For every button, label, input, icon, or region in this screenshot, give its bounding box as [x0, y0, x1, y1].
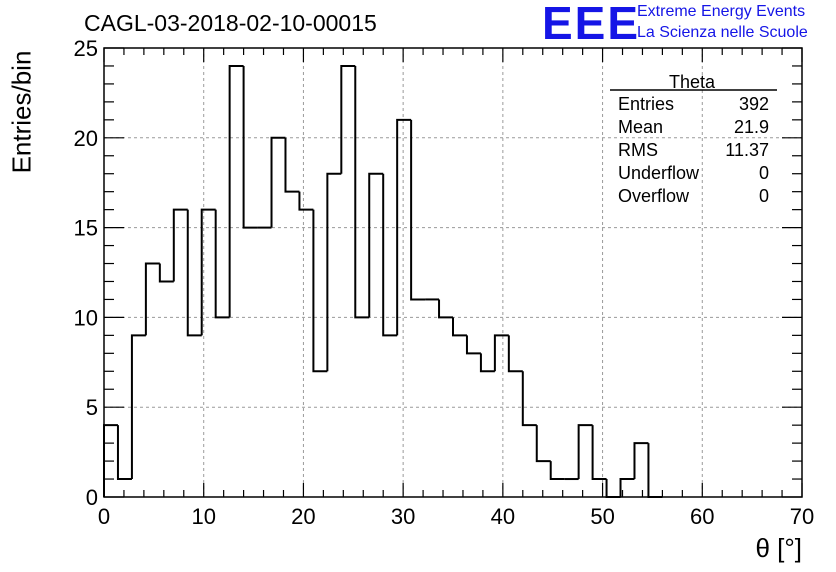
histogram-bin [242, 65, 258, 229]
histogram-bin [130, 334, 146, 480]
histogram-bin [172, 208, 188, 282]
stats-row-label: Mean [618, 117, 663, 137]
x-tick-label: 10 [191, 504, 215, 529]
x-tick-label: 30 [391, 504, 415, 529]
stats-row-label: Underflow [618, 163, 700, 183]
y-tick-label: 20 [74, 126, 98, 151]
histogram-bin [479, 353, 495, 373]
histogram-bin [493, 334, 509, 372]
histogram-bin [200, 208, 216, 336]
plot-frame [103, 47, 803, 498]
histogram-bin [619, 478, 635, 497]
stats-row-value: 21.9 [734, 117, 769, 137]
x-tick-label: 0 [98, 504, 110, 529]
histogram-bin [354, 65, 370, 319]
histogram-bin [577, 424, 593, 480]
stats-box-title: Theta [669, 72, 716, 92]
x-tick-label: 50 [590, 504, 614, 529]
histogram-bin [326, 172, 342, 372]
histogram-bin [521, 371, 537, 427]
histogram-bin [298, 191, 314, 211]
histogram-bin [214, 209, 230, 319]
histogram-bin [382, 173, 398, 337]
y-tick-label: 10 [74, 305, 98, 330]
histogram-layer [103, 64, 663, 498]
stats-box: Theta Entries 392 Mean 21.9 RMS 11.37 Underflo… [610, 72, 777, 206]
histogram-bin [647, 443, 663, 498]
histogram-bin [465, 335, 481, 355]
x-tick-label: 60 [690, 504, 714, 529]
histogram-bin [452, 317, 467, 337]
chart-title: CAGL-03-2018-02-10-00015 [84, 10, 377, 36]
histogram-bin [284, 137, 300, 193]
histogram-bin [368, 172, 384, 318]
histogram-bin [535, 425, 551, 463]
histogram-bin [340, 64, 356, 174]
histogram-bin [158, 263, 174, 283]
grid-layer [104, 48, 802, 497]
histogram-bin [438, 299, 453, 319]
histogram-bin [633, 442, 649, 480]
y-tick-label: 0 [86, 485, 98, 510]
eee-tagline-line1: Extreme Energy Events [637, 3, 806, 20]
x-tick-label: 20 [291, 504, 315, 529]
histogram-bin [605, 479, 621, 498]
histogram-bin [549, 461, 565, 481]
x-tick-label: 40 [491, 504, 515, 529]
histogram-bin [396, 118, 412, 336]
stats-row-label: Entries [618, 94, 674, 114]
stats-row-value: 0 [759, 163, 769, 183]
x-tick-label: 70 [790, 504, 814, 529]
stats-row-value: 11.37 [725, 140, 769, 160]
histogram-bin [228, 64, 244, 318]
eee-tagline-line2: La Scienza nelle Scuole [637, 24, 808, 41]
histogram-bin [186, 209, 202, 337]
histogram-bin [270, 136, 286, 228]
stats-row-label: RMS [618, 140, 658, 160]
tick-labels-layer: 0 10 20 30 40 50 60 70 0 5 10 15 20 25 [74, 36, 815, 529]
x-axis-label: θ [°] [755, 533, 802, 563]
histogram-bin [507, 335, 523, 373]
y-tick-label: 25 [74, 36, 98, 61]
stats-row-label: Overflow [618, 186, 690, 206]
y-tick-label: 15 [74, 216, 98, 241]
stats-row-value: 0 [759, 186, 769, 206]
stats-row-value: 392 [739, 94, 769, 114]
histogram-bin [312, 209, 328, 373]
eee-logo: EEE [542, 0, 641, 49]
axes-layer [103, 47, 803, 498]
histogram-bin [116, 425, 132, 481]
histogram-bin [410, 119, 426, 301]
y-tick-label: 5 [86, 395, 98, 420]
histogram-bin [144, 262, 160, 336]
histogram-bin [591, 425, 607, 481]
